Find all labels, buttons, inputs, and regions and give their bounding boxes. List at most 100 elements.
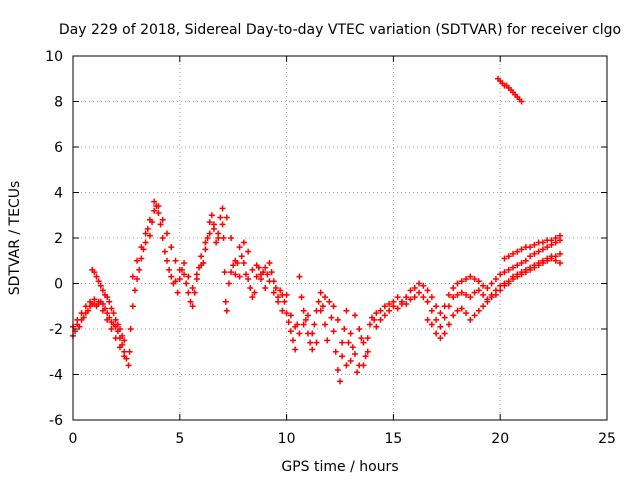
data-point xyxy=(142,239,149,246)
data-point xyxy=(398,298,405,305)
y-tick-label: 8 xyxy=(54,95,63,111)
data-point xyxy=(281,298,288,305)
data-point xyxy=(322,321,329,328)
data-point xyxy=(189,285,196,292)
data-point xyxy=(309,346,316,353)
data-point xyxy=(531,250,538,257)
data-point xyxy=(157,221,164,228)
y-tick-label: 0 xyxy=(54,277,63,293)
data-point xyxy=(163,257,170,264)
data-point xyxy=(471,312,478,319)
data-point xyxy=(232,257,239,264)
data-point xyxy=(330,303,337,310)
data-point xyxy=(228,235,235,241)
data-point xyxy=(501,255,508,262)
data-point xyxy=(428,307,435,314)
data-point xyxy=(277,287,284,294)
data-point xyxy=(326,298,333,305)
data-point xyxy=(557,260,564,267)
data-point xyxy=(366,321,373,328)
data-point xyxy=(217,214,224,221)
data-point xyxy=(407,287,414,294)
data-point xyxy=(108,326,115,332)
x-tick-label: 10 xyxy=(278,431,296,447)
data-point xyxy=(202,246,209,253)
data-point xyxy=(236,273,243,280)
data-point xyxy=(497,271,504,278)
data-point xyxy=(450,312,457,319)
data-point xyxy=(437,323,444,330)
data-point xyxy=(467,273,474,280)
data-point xyxy=(319,303,326,310)
data-point xyxy=(225,280,232,287)
data-point xyxy=(420,282,427,289)
data-point xyxy=(339,339,346,346)
data-point xyxy=(253,273,260,280)
data-point xyxy=(129,303,136,310)
data-point xyxy=(174,289,181,296)
data-point xyxy=(514,262,521,269)
data-point xyxy=(213,239,220,246)
data-point xyxy=(155,209,162,216)
data-point xyxy=(349,344,356,351)
data-point xyxy=(146,216,153,223)
chart-title: Day 229 of 2018, Sidereal Day-to-day VTE… xyxy=(59,22,621,38)
data-point xyxy=(386,300,393,307)
data-point xyxy=(433,316,440,323)
data-point xyxy=(253,262,260,269)
x-tick-label: 5 xyxy=(175,431,184,447)
data-point xyxy=(341,326,348,332)
data-point xyxy=(104,316,111,323)
data-point xyxy=(290,337,297,344)
data-point xyxy=(475,287,482,294)
data-point xyxy=(394,294,401,301)
data-point xyxy=(298,294,305,301)
data-point xyxy=(219,205,226,212)
data-point xyxy=(531,264,538,271)
data-point xyxy=(411,285,418,292)
data-point xyxy=(236,244,243,251)
data-point xyxy=(283,310,290,317)
data-point xyxy=(228,269,235,276)
data-point xyxy=(484,285,491,292)
data-point xyxy=(257,271,264,278)
data-point xyxy=(206,230,213,237)
data-point xyxy=(193,271,200,278)
data-point xyxy=(552,253,559,260)
data-point xyxy=(381,312,388,319)
data-point xyxy=(84,307,91,314)
data-point xyxy=(121,353,128,360)
data-point xyxy=(176,275,183,282)
data-point xyxy=(82,303,89,310)
data-point xyxy=(527,266,534,273)
data-point xyxy=(518,246,525,253)
data-point xyxy=(176,266,183,273)
data-point xyxy=(116,344,123,351)
data-point xyxy=(95,278,102,285)
data-point xyxy=(292,346,299,353)
data-point xyxy=(251,289,258,296)
data-point xyxy=(445,321,452,328)
data-point xyxy=(488,280,495,287)
data-point xyxy=(161,248,168,255)
data-point xyxy=(347,357,354,364)
data-point xyxy=(285,319,292,326)
data-point xyxy=(240,239,247,246)
data-point xyxy=(304,312,311,319)
data-point xyxy=(131,287,138,294)
data-point xyxy=(347,330,354,337)
data-point xyxy=(202,239,209,246)
data-point xyxy=(315,298,322,305)
data-point xyxy=(309,330,316,337)
data-point xyxy=(433,330,440,337)
data-point xyxy=(221,269,228,276)
data-point xyxy=(424,298,431,305)
data-point xyxy=(138,244,145,251)
data-point xyxy=(471,275,478,282)
tick-labels: 0 5 10 15 20 25 -6 -4 -2 0 2 4 6 8 10 xyxy=(45,49,616,447)
data-point xyxy=(463,310,470,317)
data-point xyxy=(125,362,132,369)
y-tick-label: 10 xyxy=(45,49,63,65)
data-point xyxy=(78,310,85,317)
data-point xyxy=(535,262,542,269)
